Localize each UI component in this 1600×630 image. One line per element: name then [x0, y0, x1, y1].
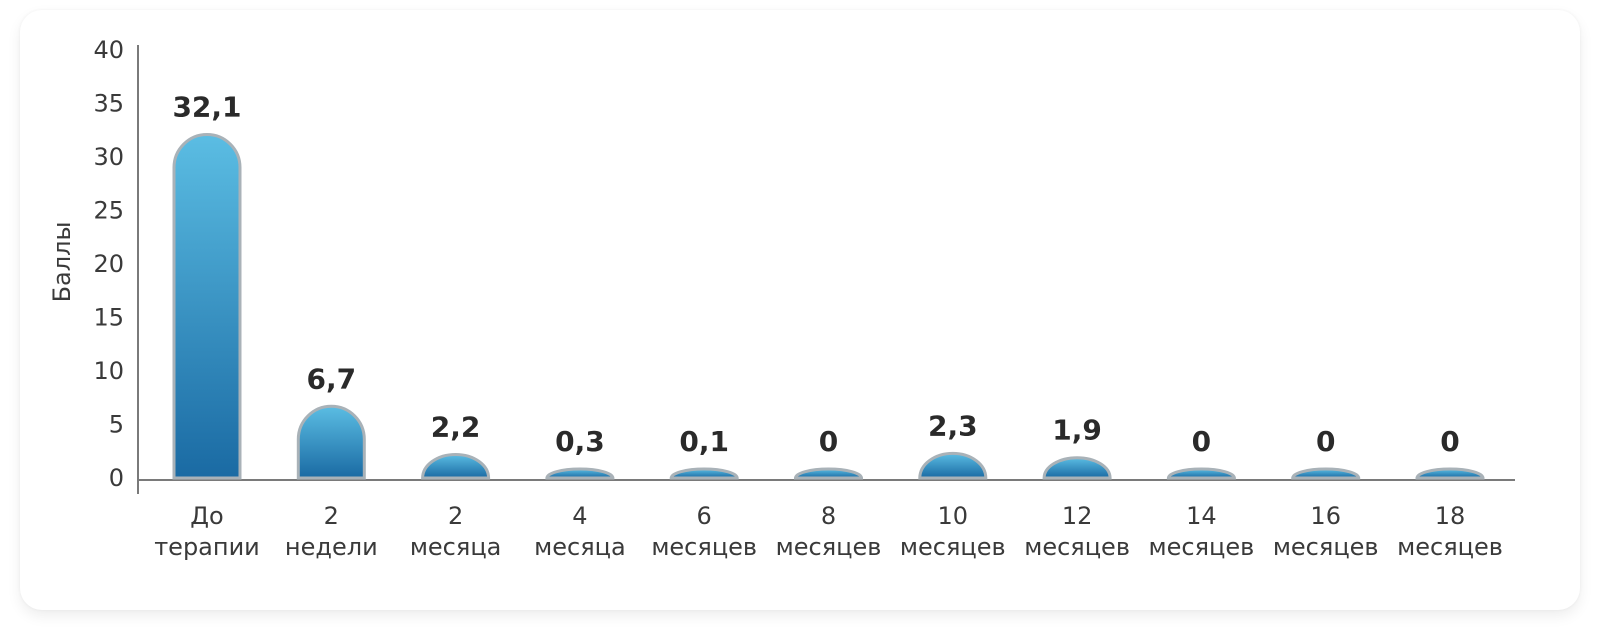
y-axis-label: Баллы — [48, 222, 76, 303]
data-label: 0 — [1316, 425, 1335, 458]
y-tick-label: 10 — [93, 357, 124, 385]
data-label: 6,7 — [306, 362, 356, 395]
x-tick-label: 8 месяцев — [776, 502, 882, 561]
bar — [793, 467, 864, 480]
data-label: 0,3 — [555, 425, 605, 458]
bar — [545, 467, 615, 480]
data-label: 0 — [1192, 425, 1211, 458]
bar — [421, 452, 491, 480]
x-tick-label: 2 недели — [285, 502, 378, 561]
category-labels: До терапии 2 недели 2 месяца 4 месяца 6 месяцев 8 м… — [154, 502, 1503, 561]
x-tick-label: 2 месяца — [410, 502, 502, 561]
x-tick-label: 6 месяцев — [651, 502, 757, 561]
y-tick-label: 5 — [109, 411, 124, 439]
bar — [1415, 467, 1485, 480]
x-tick-label: До терапии — [154, 502, 260, 561]
bar — [1166, 467, 1236, 480]
x-tick-label: 12 месяцев — [1024, 502, 1130, 561]
x-tick-label: 18 месяцев — [1397, 502, 1503, 561]
y-tick-label: 35 — [93, 90, 124, 118]
y-tick-label: 25 — [93, 197, 124, 225]
bar — [918, 451, 988, 480]
value-labels: 32,1 6,7 2,2 0,3 0,1 0 2,3 1,9 0 0 0 — [172, 91, 1459, 458]
data-label: 2,3 — [928, 409, 978, 442]
bar — [296, 404, 366, 480]
x-tick-label: 16 месяцев — [1273, 502, 1379, 561]
chart-card — [20, 10, 1580, 610]
data-label: 0,1 — [679, 425, 729, 458]
bar — [172, 133, 242, 480]
bar — [669, 467, 739, 480]
y-tick-label: 30 — [93, 143, 124, 171]
y-tick-label: 40 — [93, 36, 124, 64]
y-tick-labels: 0 5 10 15 20 25 30 35 40 — [93, 36, 124, 492]
bar — [1042, 456, 1112, 480]
data-label: 0 — [819, 425, 838, 458]
data-label: 1,9 — [1052, 414, 1102, 447]
y-tick-label: 15 — [93, 304, 124, 332]
data-label: 32,1 — [172, 91, 241, 124]
x-tick-label: 14 месяцев — [1149, 502, 1255, 561]
y-tick-label: 20 — [93, 250, 124, 278]
data-label: 0 — [1440, 425, 1459, 458]
bars — [172, 133, 1485, 480]
data-label: 2,2 — [431, 410, 481, 443]
y-tick-label: 0 — [109, 464, 124, 492]
x-tick-label: 4 месяца — [534, 502, 626, 561]
bar — [1291, 467, 1361, 480]
x-tick-label: 10 месяцев — [900, 502, 1006, 561]
